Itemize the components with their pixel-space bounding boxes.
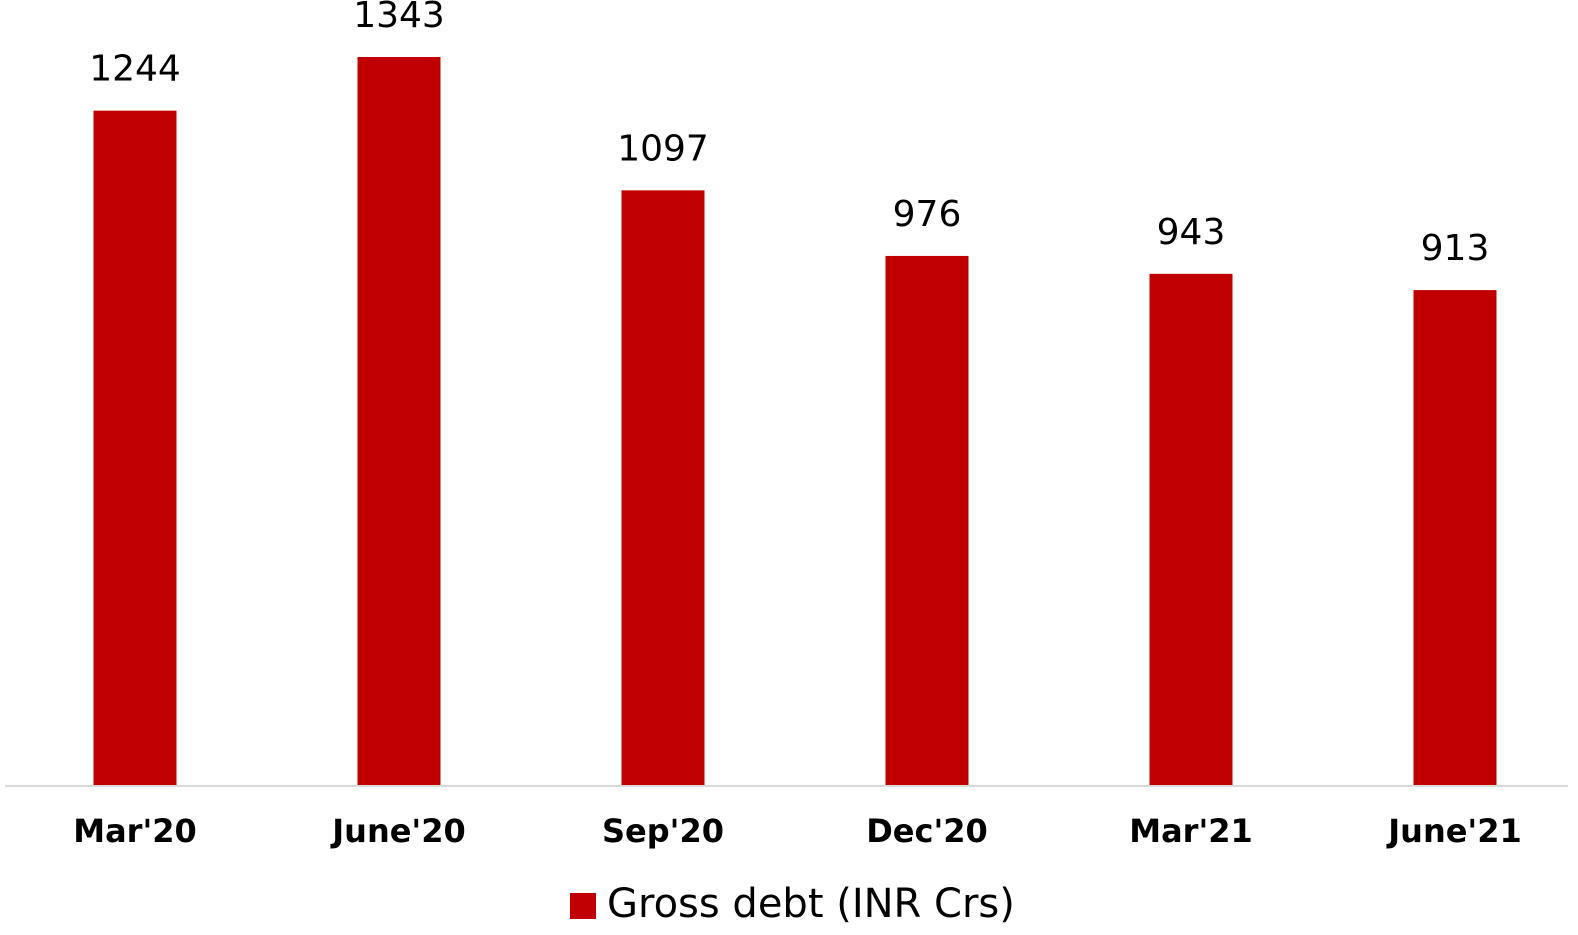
data-label: 913 (1421, 228, 1490, 269)
x-tick-label: Mar'20 (73, 812, 197, 850)
x-tick-label: June'21 (1386, 812, 1522, 850)
data-label: 976 (893, 194, 962, 235)
x-tick-label: Sep'20 (602, 812, 724, 850)
data-label: 1097 (617, 128, 709, 169)
bar (93, 110, 177, 786)
data-label: 943 (1157, 212, 1226, 253)
bar (885, 255, 969, 785)
data-label: 1343 (353, 0, 445, 36)
data-label: 1244 (89, 49, 181, 90)
bar (621, 190, 705, 785)
legend-swatch (570, 893, 596, 919)
legend-label: Gross debt (INR Crs) (607, 881, 1015, 927)
x-tick-label: June'20 (330, 812, 466, 850)
bar (357, 57, 441, 785)
x-tick-label: Mar'21 (1129, 812, 1253, 850)
bar (1413, 290, 1497, 785)
x-tick-label: Dec'20 (866, 812, 988, 850)
bar (1149, 273, 1233, 785)
